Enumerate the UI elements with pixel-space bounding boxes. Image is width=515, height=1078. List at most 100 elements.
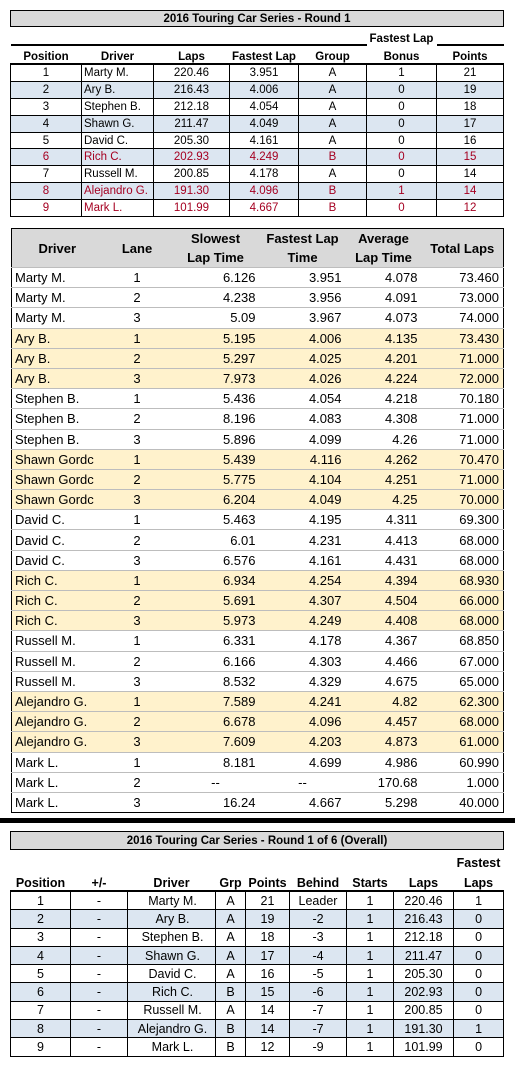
table-cell: Shawn Gordc — [11, 448, 103, 470]
table-cell: 71.000 — [421, 428, 504, 450]
table-cell: 0 — [366, 199, 437, 218]
table-row: David C. 1 5.463 4.195 4.311 69.300 — [11, 509, 504, 530]
table-cell: Shawn G. — [81, 114, 154, 133]
table-cell: 0 — [366, 80, 437, 99]
table-row: Marty M. 3 5.09 3.967 4.073 74.000 — [11, 307, 504, 329]
table-cell: 4.431 — [345, 549, 422, 571]
table-cell: 4.262 — [345, 448, 422, 470]
table-cell: 19 — [245, 909, 290, 929]
table-cell: 2 — [102, 650, 172, 672]
table-cell: 4.504 — [345, 589, 422, 611]
table-cell: -3 — [289, 927, 347, 947]
table-cell: 70.180 — [421, 388, 504, 409]
table-cell: Shawn Gordc — [11, 468, 103, 490]
table-cell: 12 — [245, 1037, 290, 1057]
table-row: 7- Russell M. A 14 -7 1 200.85 0 — [10, 1000, 505, 1021]
col-header-fastest-2: Time — [259, 248, 346, 268]
table-cell: 69.300 — [421, 509, 504, 530]
table-row: 4 Shawn G. 211.47 4.049 A 0 17 — [10, 114, 505, 133]
table-cell: 211.47 — [393, 945, 454, 966]
table-cell: 4.203 — [259, 731, 346, 752]
section-divider — [0, 818, 515, 823]
table-cell: 67.000 — [421, 650, 504, 672]
table-cell: A — [298, 63, 367, 82]
table-cell: 4.231 — [259, 529, 346, 551]
table-cell: Mark L. — [11, 751, 103, 773]
table-cell: Mark L. — [11, 791, 103, 813]
table-row: Marty M. 2 4.238 3.956 4.091 73.000 — [11, 287, 504, 308]
table-cell: Stephen B. — [127, 927, 216, 947]
col-header-points: Points — [436, 45, 504, 65]
table-cell: 4.699 — [259, 751, 346, 773]
table-cell: Stephen B. — [11, 428, 103, 450]
table-cell: 73.430 — [421, 327, 504, 349]
table-cell: Shawn Gordc — [11, 489, 103, 510]
table-cell: Russell M. — [11, 630, 103, 652]
table-cell: 5.09 — [171, 307, 260, 329]
table-cell: 212.18 — [393, 927, 454, 947]
table-cell: Rich C. — [11, 589, 103, 611]
table-cell: 3.967 — [259, 307, 346, 329]
table-cell: -- — [171, 771, 260, 793]
table-cell: 4.178 — [259, 630, 346, 652]
table-cell: Rich C. — [11, 610, 103, 631]
table-cell: 16 — [245, 964, 290, 984]
table-cell: 1 — [452, 1019, 505, 1039]
table-row: 6 Rich C. 202.93 4.249 B 0 15 — [10, 148, 505, 167]
table-cell: 4.096 — [229, 182, 299, 201]
table-cell: 1 — [10, 63, 82, 82]
table-cell: 68.850 — [421, 630, 504, 652]
table-cell: 4.329 — [259, 670, 346, 692]
table-cell: Mark L. — [127, 1037, 216, 1057]
table-cell: 1 — [10, 890, 71, 911]
table-cell: -6 — [289, 982, 347, 1002]
table-cell: 68.000 — [421, 549, 504, 571]
table-cell: 16.24 — [171, 791, 260, 813]
table-cell: 1 — [346, 964, 394, 984]
table-row: Russell M. 3 8.532 4.329 4.675 65.000 — [11, 670, 504, 692]
table-row: Rich C. 2 5.691 4.307 4.504 66.000 — [11, 589, 504, 611]
table-cell: 4.675 — [345, 670, 422, 692]
table-cell: 4.413 — [345, 529, 422, 551]
table-cell: 4.25 — [345, 489, 422, 510]
table-cell: Rich C. — [127, 982, 216, 1002]
table-cell: 4.82 — [345, 690, 422, 712]
table-cell: 3 — [102, 489, 172, 510]
table-cell: 4.073 — [345, 307, 422, 329]
table-cell: 71.000 — [421, 468, 504, 490]
table-cell: 6.934 — [171, 569, 260, 591]
table-cell: Rich C. — [11, 569, 103, 591]
table-cell: 216.43 — [153, 80, 230, 99]
table-cell: 4.054 — [229, 97, 299, 116]
table-row: Ary B. 3 7.973 4.026 4.224 72.000 — [11, 367, 504, 389]
table-cell: 4.249 — [259, 610, 346, 631]
table-row: 3 Stephen B. 212.18 4.054 A 0 18 — [10, 97, 505, 116]
col-header-behind: Behind — [289, 870, 347, 892]
table-cell: Shawn G. — [127, 945, 216, 966]
table-cell: Marty M. — [11, 307, 103, 329]
table-cell: 205.30 — [153, 131, 230, 150]
table-cell: 2 — [102, 711, 172, 732]
table-cell: Alejandro G. — [11, 731, 103, 752]
table-cell: 4.104 — [259, 468, 346, 490]
table-cell: 4.667 — [259, 791, 346, 813]
table-cell: - — [70, 945, 128, 966]
table-row: Marty M. 1 6.126 3.951 4.078 73.460 — [11, 266, 504, 288]
table-cell: 200.85 — [153, 165, 230, 184]
table-cell: 18 — [245, 927, 290, 947]
table-cell: 66.000 — [421, 589, 504, 611]
table-cell: David C. — [11, 509, 103, 530]
table-row: Alejandro G. 2 6.678 4.096 4.457 68.000 — [11, 711, 504, 732]
table-row: Russell M. 2 6.166 4.303 4.466 67.000 — [11, 650, 504, 672]
table-cell: Marty M. — [11, 266, 103, 288]
table-cell: Marty M. — [81, 63, 154, 82]
table-cell: 4.025 — [259, 347, 346, 369]
table-row: Shawn Gordc 3 6.204 4.049 4.25 70.000 — [11, 489, 504, 510]
table-cell: 211.47 — [153, 114, 230, 133]
round-results-table: 2016 Touring Car Series - Round 1 Fastes… — [9, 10, 505, 218]
table-cell: 5.973 — [171, 610, 260, 631]
table-cell: 3 — [102, 791, 172, 813]
table-row: 9 Mark L. 101.99 4.667 B 0 12 — [10, 199, 505, 218]
table-row: Alejandro G. 1 7.589 4.241 4.82 62.300 — [11, 690, 504, 712]
table-cell: 6.331 — [171, 630, 260, 652]
